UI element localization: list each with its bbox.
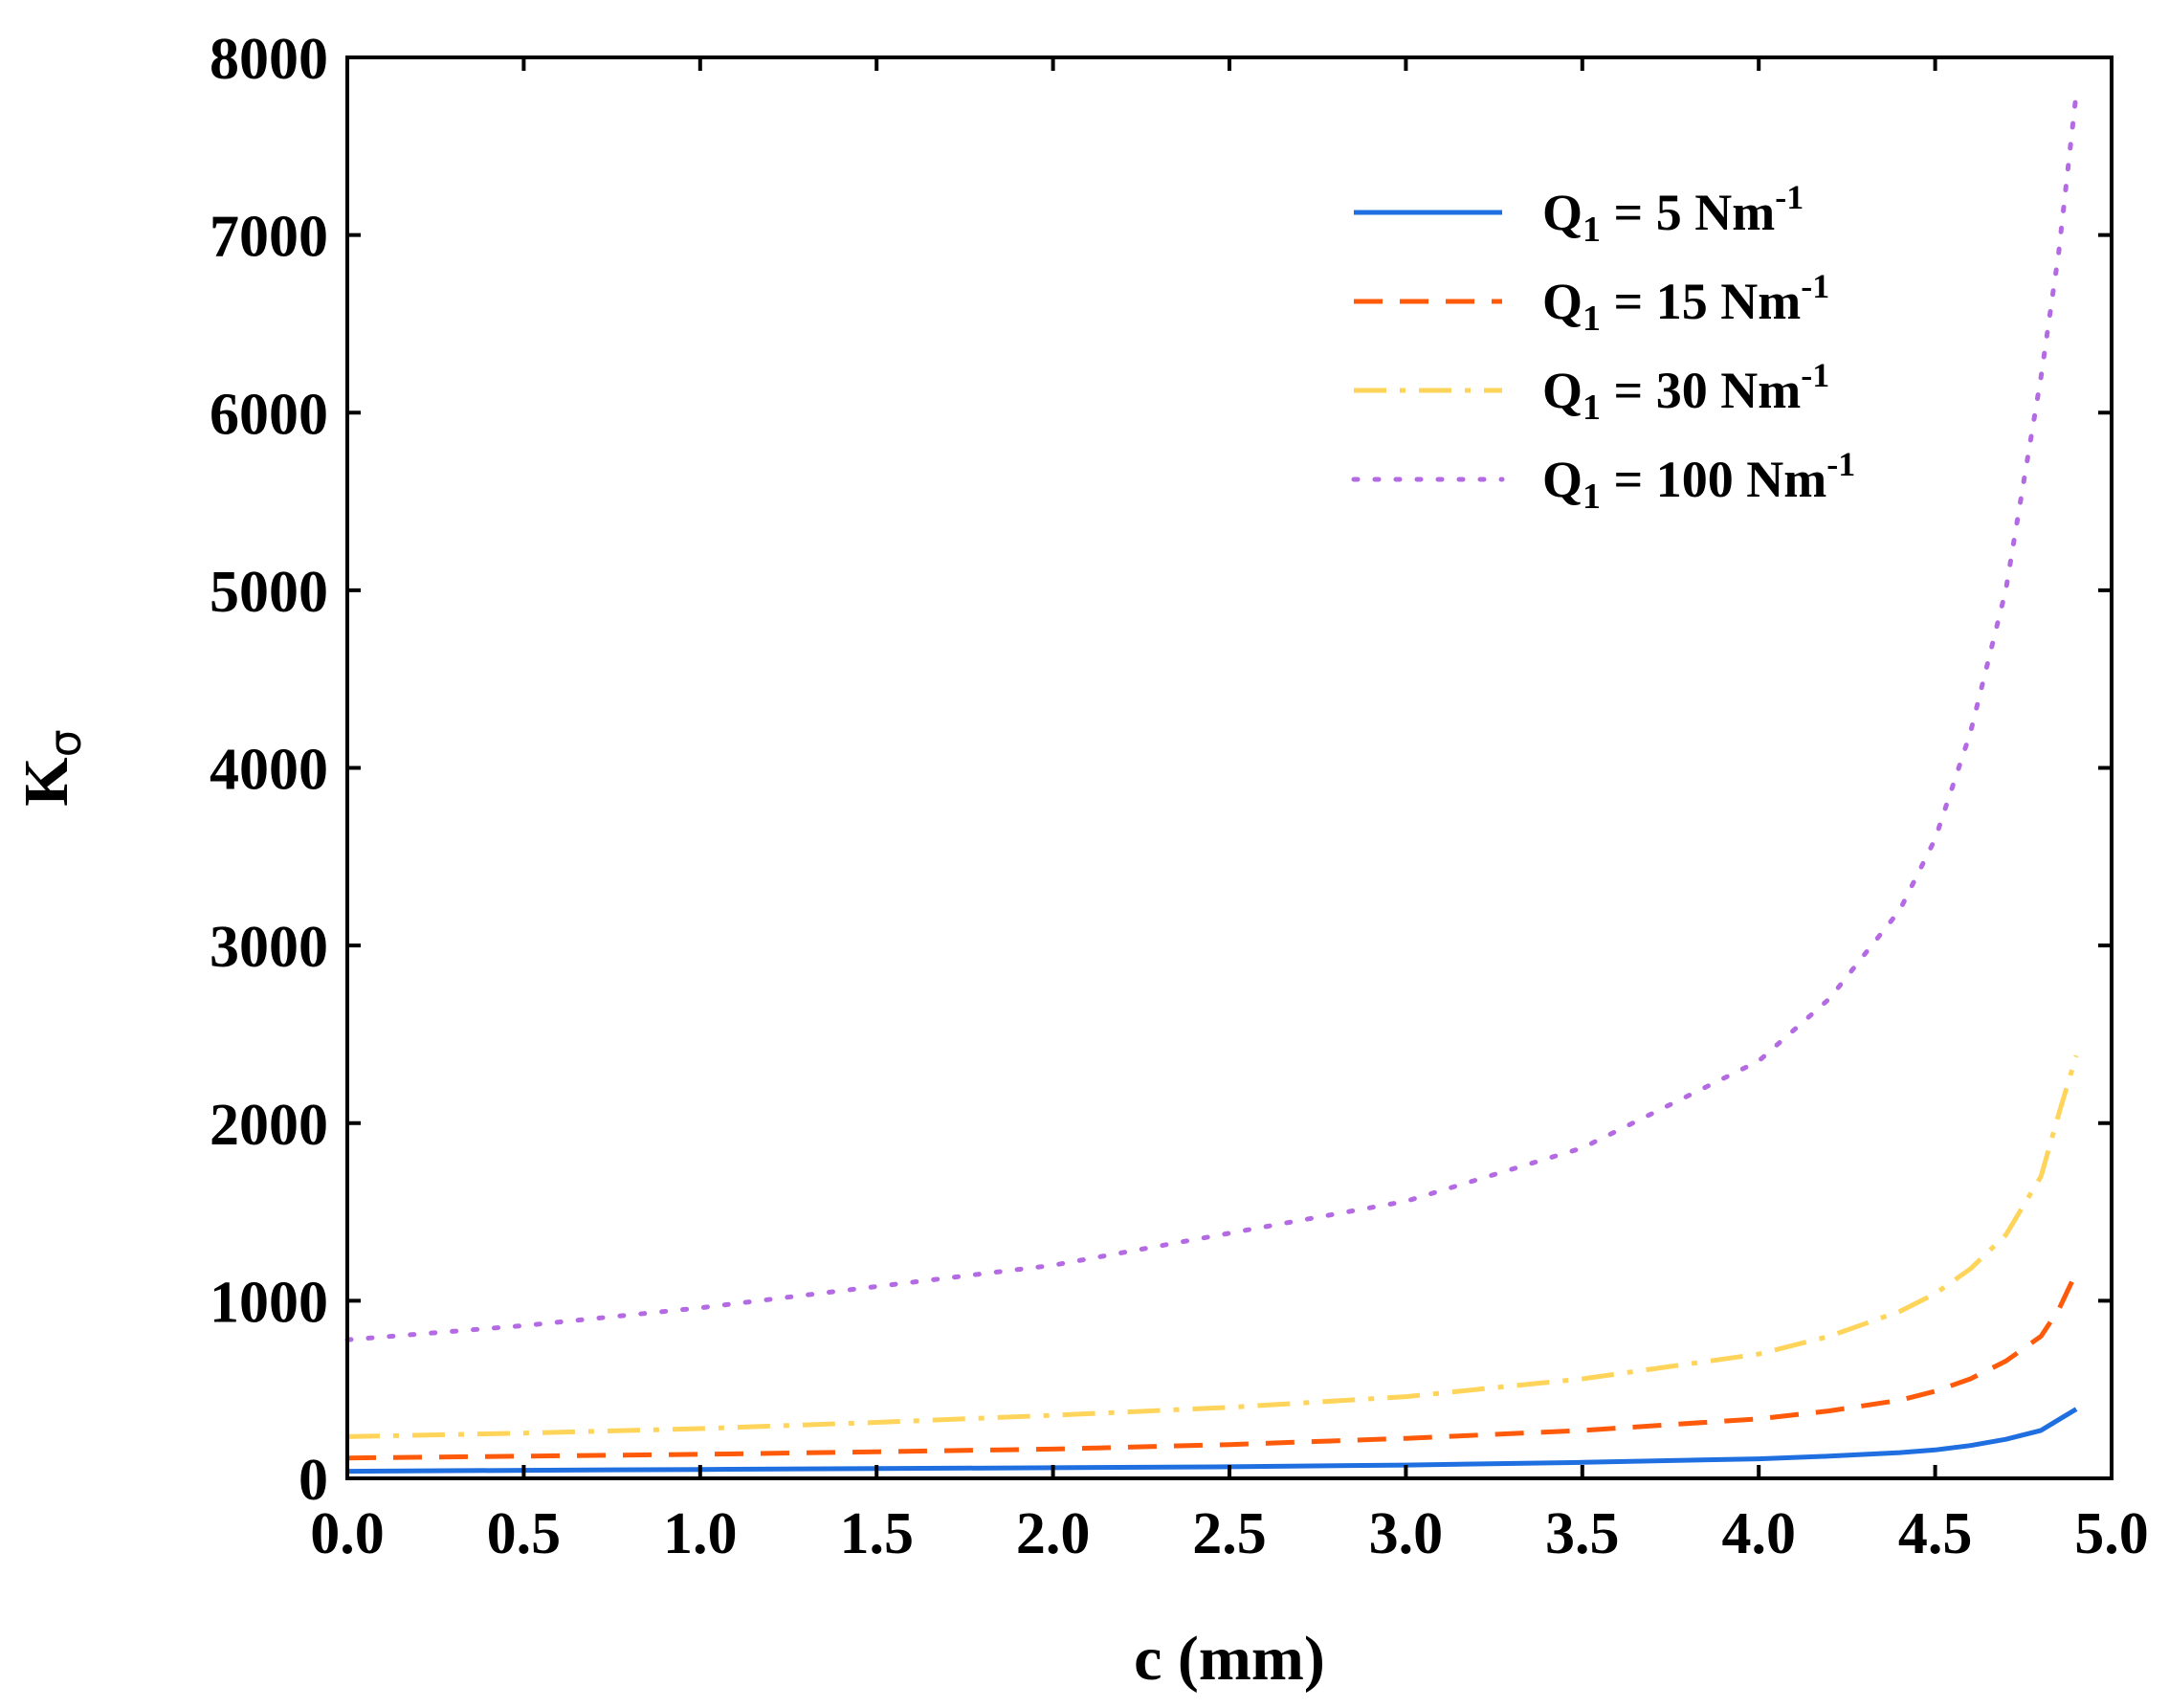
legend: Q1 = 5 Nm-1 Q1 = 15 Nm-1 Q1 = 30 Nm-1 Q1 = … bbox=[1351, 178, 1855, 517]
y-tick-label: 5000 bbox=[210, 560, 328, 625]
x-axis-title: c (mm) bbox=[1134, 1624, 1325, 1694]
y-tick-label: 1000 bbox=[210, 1270, 328, 1335]
series-layer bbox=[344, 90, 2079, 1475]
x-tick-label: 3.5 bbox=[1545, 1501, 1620, 1566]
y-tick-label: 7000 bbox=[210, 205, 328, 270]
ticks-layer bbox=[345, 55, 2114, 1480]
x-tick-label: 4.0 bbox=[1721, 1501, 1796, 1566]
x-tick-label: 5.0 bbox=[2074, 1501, 2149, 1566]
y-axis-title: Kσ bbox=[11, 729, 91, 807]
legend-label-1: Q1 = 5 Nm-1 bbox=[1542, 178, 1804, 250]
tick-labels: 0.0 0.5 1.0 1.5 2.0 2.5 3.0 3.5 4.0 4.5 5.0 0 1000 20… bbox=[210, 27, 2149, 1566]
series-line-3 bbox=[346, 1054, 2079, 1439]
x-tick-label: 1.5 bbox=[839, 1501, 914, 1566]
x-tick-label: 2.0 bbox=[1016, 1501, 1091, 1566]
x-tick-label: 3.0 bbox=[1369, 1501, 1444, 1566]
series-line-2 bbox=[346, 1271, 2079, 1461]
y-tick-label: 3000 bbox=[210, 915, 328, 980]
legend-label-3: Q1 = 30 Nm-1 bbox=[1542, 356, 1829, 428]
series-line-1 bbox=[346, 1407, 2078, 1475]
x-tick-label: 0.5 bbox=[487, 1501, 562, 1566]
y-tick-label: 6000 bbox=[210, 382, 328, 447]
legend-label-4: Q1 = 100 Nm-1 bbox=[1542, 445, 1855, 517]
y-tick-label: 8000 bbox=[210, 27, 328, 92]
legend-label-2: Q1 = 15 Nm-1 bbox=[1542, 267, 1829, 339]
y-tick-label: 0 bbox=[299, 1448, 328, 1513]
y-axis-title-main: K bbox=[11, 757, 81, 806]
y-tick-label: 2000 bbox=[210, 1093, 328, 1158]
x-tick-label: 2.5 bbox=[1192, 1501, 1267, 1566]
x-tick-label: 1.0 bbox=[663, 1501, 738, 1566]
x-tick-label: 0.0 bbox=[310, 1501, 385, 1566]
y-tick-label: 4000 bbox=[210, 738, 328, 803]
series-line-4 bbox=[344, 90, 2079, 1342]
y-axis-title-subscript: σ bbox=[39, 729, 91, 757]
x-tick-label: 4.5 bbox=[1898, 1501, 1973, 1566]
